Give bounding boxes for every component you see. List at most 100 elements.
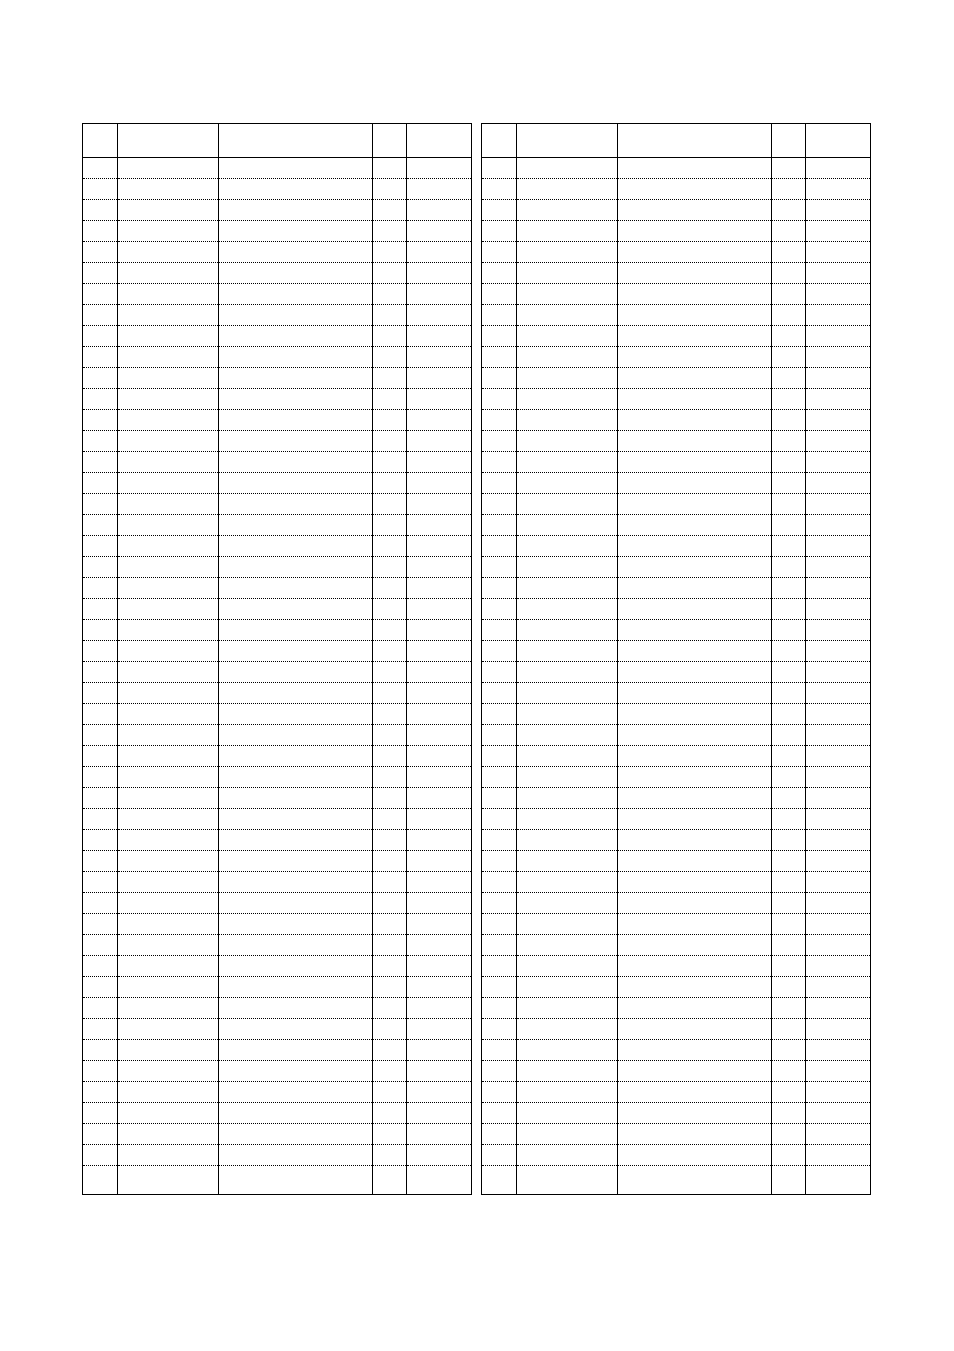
table-cell (482, 368, 517, 389)
table-cell (373, 620, 407, 641)
table-cell (219, 158, 373, 179)
table-cell (618, 263, 772, 284)
table-cell (482, 515, 517, 536)
table-cell (618, 872, 772, 893)
table-row (83, 431, 472, 452)
table-cell (772, 851, 806, 872)
table-cell (806, 809, 871, 830)
table-row (83, 893, 472, 914)
table-row (83, 1124, 472, 1145)
table-row (482, 1061, 871, 1082)
table-header-cell (219, 124, 373, 158)
table-row (482, 746, 871, 767)
table-cell (772, 557, 806, 578)
table-cell (517, 1166, 618, 1195)
table-cell (806, 578, 871, 599)
table-cell (118, 410, 219, 431)
table-cell (118, 956, 219, 977)
table-header-cell (407, 124, 472, 158)
table-cell (618, 662, 772, 683)
table-cell (219, 599, 373, 620)
table-cell (83, 515, 118, 536)
table-cell (118, 641, 219, 662)
table-cell (618, 1103, 772, 1124)
table-cell (83, 872, 118, 893)
table-row (83, 935, 472, 956)
table-cell (219, 1019, 373, 1040)
table-row (83, 683, 472, 704)
table-cell (517, 1103, 618, 1124)
table-cell (772, 431, 806, 452)
table-cell (772, 662, 806, 683)
table-cell (772, 494, 806, 515)
table-cell (517, 599, 618, 620)
table-cell (219, 368, 373, 389)
table-cell (772, 599, 806, 620)
table-cell (517, 1145, 618, 1166)
table-cell (618, 536, 772, 557)
table-cell (407, 725, 472, 746)
table-cell (482, 914, 517, 935)
table-cell (482, 305, 517, 326)
table-cell (118, 809, 219, 830)
table-cell (407, 578, 472, 599)
table-cell (772, 1145, 806, 1166)
table-row (482, 494, 871, 515)
table-cell (517, 242, 618, 263)
table-cell (373, 599, 407, 620)
table-cell (482, 977, 517, 998)
table-header-row (83, 124, 472, 158)
table-cell (482, 326, 517, 347)
table-cell (118, 851, 219, 872)
table-row (482, 872, 871, 893)
table-cell (118, 452, 219, 473)
table-cell (83, 158, 118, 179)
table-cell (482, 872, 517, 893)
table-cell (806, 200, 871, 221)
table-cell (517, 389, 618, 410)
table-cell (118, 1166, 219, 1195)
table-cell (407, 410, 472, 431)
table-cell (482, 599, 517, 620)
table-cell (118, 788, 219, 809)
table-cell (83, 704, 118, 725)
table-cell (517, 410, 618, 431)
table-cell (219, 914, 373, 935)
table-cell (219, 452, 373, 473)
table-cell (517, 704, 618, 725)
table-cell (373, 893, 407, 914)
table-cell (373, 746, 407, 767)
table-row (83, 326, 472, 347)
table-row (482, 1103, 871, 1124)
table-cell (219, 1061, 373, 1082)
table-cell (772, 242, 806, 263)
table-cell (118, 599, 219, 620)
table-cell (618, 494, 772, 515)
table-row (482, 410, 871, 431)
table-cell (482, 935, 517, 956)
table-cell (373, 935, 407, 956)
table-row (83, 200, 472, 221)
table-cell (482, 998, 517, 1019)
table-cell (373, 1145, 407, 1166)
table-cell (772, 158, 806, 179)
table-cell (373, 1082, 407, 1103)
table-cell (517, 431, 618, 452)
table-cell (482, 662, 517, 683)
table-cell (772, 977, 806, 998)
table-row (83, 620, 472, 641)
table-cell (219, 179, 373, 200)
table-cell (806, 557, 871, 578)
table-header-cell (83, 124, 118, 158)
table-cell (83, 431, 118, 452)
table-header-cell (806, 124, 871, 158)
table-cell (219, 494, 373, 515)
table-cell (83, 473, 118, 494)
table-cell (772, 179, 806, 200)
table-cell (83, 389, 118, 410)
table-cell (772, 746, 806, 767)
table-cell (772, 305, 806, 326)
table-cell (373, 956, 407, 977)
table-cell (373, 788, 407, 809)
table-cell (83, 326, 118, 347)
